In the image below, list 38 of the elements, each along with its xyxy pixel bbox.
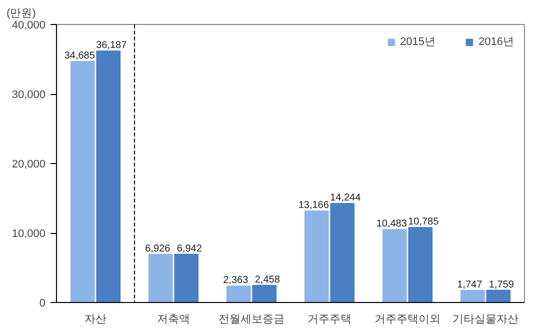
y-axis-title: (만원) (6, 8, 36, 20)
bar (408, 227, 433, 302)
x-tick-label: 저축액 (157, 314, 190, 326)
bar (70, 60, 95, 302)
data-label: 2,363 (223, 275, 249, 286)
y-tick-label: 40,000 (12, 20, 46, 32)
bar (304, 210, 329, 302)
data-label: 13,166 (298, 200, 330, 211)
x-tick-label: 거주주택 (308, 314, 352, 326)
data-label: 10,483 (376, 218, 408, 230)
bar (226, 286, 251, 302)
data-label: 36,187 (96, 40, 128, 51)
bar (148, 254, 173, 302)
bar (330, 203, 355, 302)
bar (96, 50, 121, 302)
y-tick-label: 0 (39, 298, 46, 310)
bar (460, 290, 485, 302)
bar (382, 229, 407, 302)
data-label: 1,759 (488, 279, 514, 290)
x-tick-label: 자산 (84, 314, 106, 326)
y-tick-label: 30,000 (12, 89, 46, 101)
data-label: 14,244 (330, 192, 362, 204)
y-tick-label: 10,000 (12, 228, 46, 240)
data-label: 6,942 (176, 243, 202, 254)
legend-label: 2016년 (478, 35, 514, 49)
bar (252, 284, 277, 302)
bar (486, 290, 511, 302)
data-label: 34,685 (64, 50, 96, 62)
x-tick-label: 기타실물자산 (452, 314, 518, 326)
x-tick-label: 전월세보증금 (218, 314, 284, 326)
data-label: 1,747 (457, 279, 483, 290)
data-label: 10,785 (408, 216, 440, 228)
y-tick-label: 20,000 (12, 158, 46, 170)
legend-label: 2015년 (400, 35, 436, 49)
bar (174, 254, 199, 302)
data-label: 6,926 (145, 243, 171, 254)
data-label: 2,458 (254, 274, 280, 286)
x-tick-label: 거주주택이외 (374, 314, 440, 326)
